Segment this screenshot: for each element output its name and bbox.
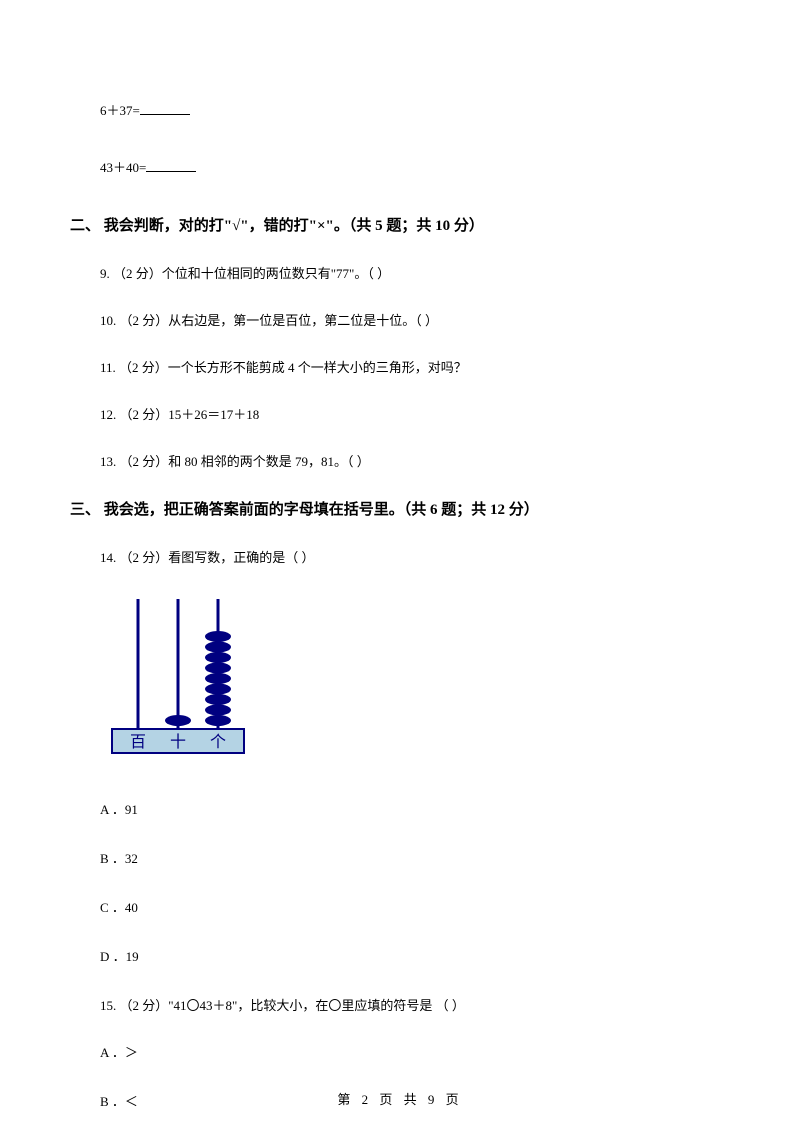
- q14-option-d: D ．19: [100, 946, 700, 965]
- q15-option-a: A ．＞: [100, 1042, 700, 1061]
- question-14: 14. （2 分）看图写数，正确的是（ ）: [100, 547, 700, 566]
- question-15: 15. （2 分）"41〇43＋8"，比较大小，在〇里应填的符号是 （ ）: [100, 995, 700, 1014]
- question-11: 11. （2 分）一个长方形不能剪成 4 个一样大小的三角形，对吗？: [100, 357, 700, 376]
- svg-text:个: 个: [210, 733, 226, 751]
- question-9: 9. （2 分）个位和十位相同的两位数只有"77"。（ ）: [100, 263, 700, 282]
- equation-2: 43＋40=: [100, 157, 700, 176]
- section-2-heading: 二、 我会判断，对的打"√"，错的打"×"。（共 5 题；共 10 分）: [70, 214, 700, 235]
- page-footer: 第 2 页 共 9 页: [0, 1089, 800, 1108]
- abacus-svg: 百十个: [108, 594, 248, 759]
- blank-1: [140, 102, 190, 115]
- equation-1-text: 6＋37=: [100, 103, 140, 118]
- q14-option-c: C ．40: [100, 897, 700, 916]
- abacus-figure: 百十个: [108, 594, 700, 764]
- svg-text:百: 百: [130, 734, 146, 751]
- equation-1: 6＋37=: [100, 100, 700, 119]
- blank-2: [146, 159, 196, 172]
- question-12: 12. （2 分）15＋26＝17＋18: [100, 404, 700, 423]
- q14-option-b: B ．32: [100, 848, 700, 867]
- section-3-heading: 三、 我会选，把正确答案前面的字母填在括号里。（共 6 题；共 12 分）: [70, 498, 700, 519]
- question-13: 13. （2 分）和 80 相邻的两个数是 79，81。（ ）: [100, 451, 700, 470]
- svg-text:十: 十: [170, 733, 186, 751]
- question-10: 10. （2 分）从右边是，第一位是百位，第二位是十位。（ ）: [100, 310, 700, 329]
- equation-2-text: 43＋40=: [100, 160, 146, 175]
- q14-option-a: A ．91: [100, 799, 700, 818]
